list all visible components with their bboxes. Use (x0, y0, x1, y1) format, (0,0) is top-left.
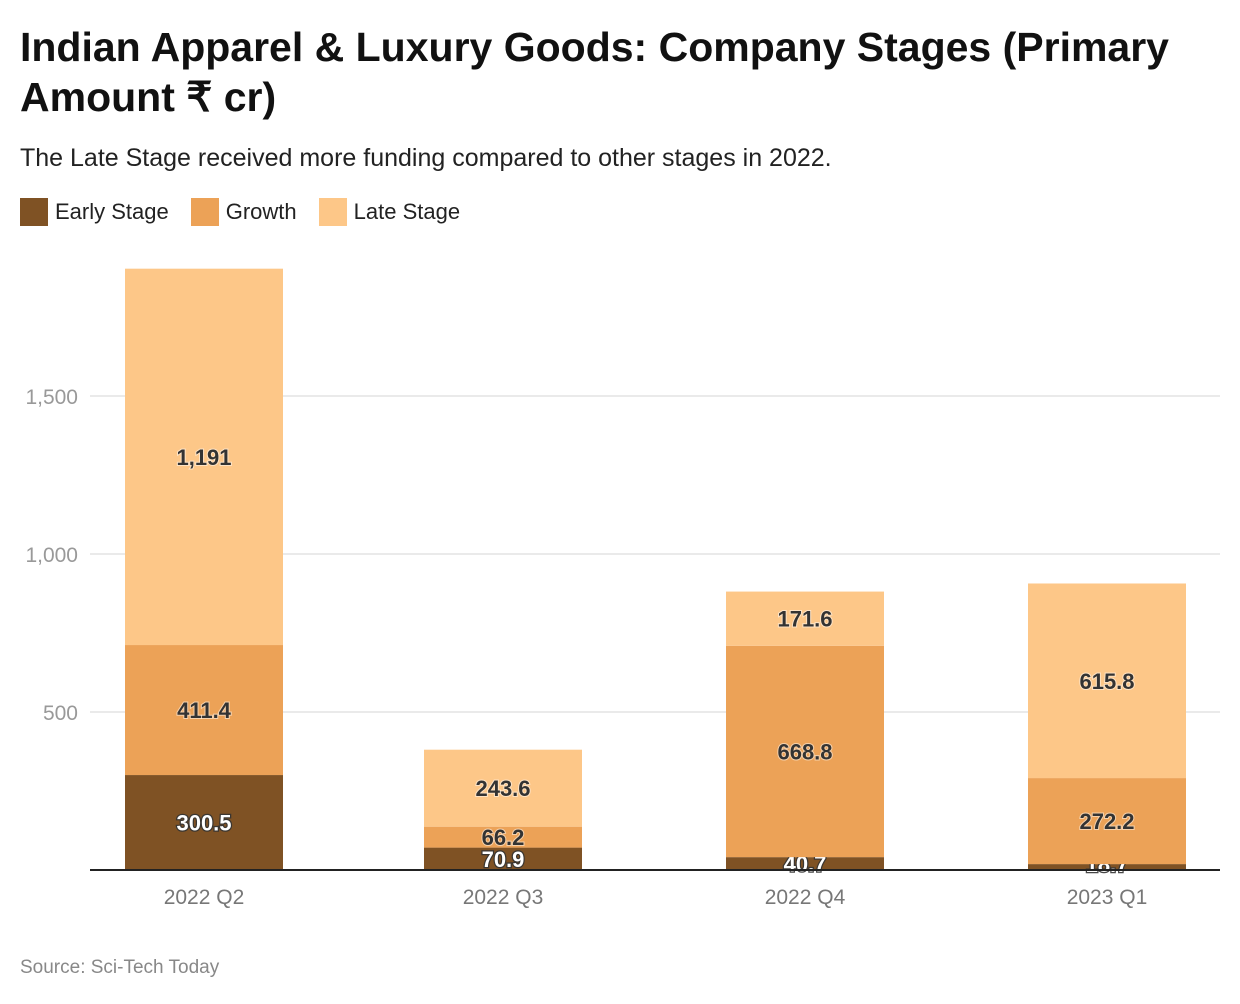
chart-title: Indian Apparel & Luxury Goods: Company S… (20, 24, 1169, 120)
x-tick-label: 2022 Q4 (765, 886, 846, 909)
legend-label: Growth (225, 199, 297, 224)
x-tick-label: 2022 Q2 (164, 886, 245, 909)
bar-segment (726, 645, 884, 858)
bar-segment (726, 591, 884, 646)
chart-subtitle: The Late Stage received more funding com… (20, 144, 832, 172)
data-label: 66.2 (482, 825, 525, 850)
legend-label: Late Stage (353, 199, 461, 224)
bar-segment (424, 749, 582, 827)
y-tick-label: 1,500 (25, 386, 78, 409)
y-tick-label: 1,000 (25, 544, 78, 567)
bar-segment (125, 775, 283, 870)
bar-segment (424, 847, 582, 870)
bar-segment (125, 268, 283, 646)
legend-swatch (20, 198, 48, 226)
legend-item: Growth (190, 198, 297, 226)
bar-segment (424, 826, 582, 848)
legend-swatch (318, 198, 347, 226)
data-label: 668.8 (777, 739, 832, 764)
bar-segment (726, 857, 884, 870)
data-label: 300.5 (176, 811, 231, 836)
bar-segment (125, 645, 283, 776)
bar-segment (1028, 778, 1186, 865)
data-label: 171.6 (777, 607, 832, 632)
data-label: 272.2 (1079, 809, 1134, 834)
data-label: 70.9 (482, 847, 525, 872)
legend-label: Early Stage (55, 199, 169, 224)
legend: Early Stage Growth Late Stage (20, 198, 460, 226)
data-label: 243.6 (475, 776, 530, 801)
bar-segment (1028, 864, 1186, 870)
legend-swatch (190, 198, 219, 226)
legend-item: Late Stage (318, 198, 461, 226)
bar-segment (1028, 583, 1186, 779)
y-tick-label: 500 (43, 702, 78, 725)
data-label: 615.8 (1079, 669, 1134, 694)
x-tick-label: 2022 Q3 (463, 886, 544, 909)
data-label: 411.4 (177, 698, 232, 723)
data-label: 1,191 (176, 445, 231, 470)
legend-item: Early Stage (20, 198, 169, 226)
source-note: Source: Sci-Tech Today (20, 957, 220, 978)
x-tick-label: 2023 Q1 (1067, 886, 1148, 909)
